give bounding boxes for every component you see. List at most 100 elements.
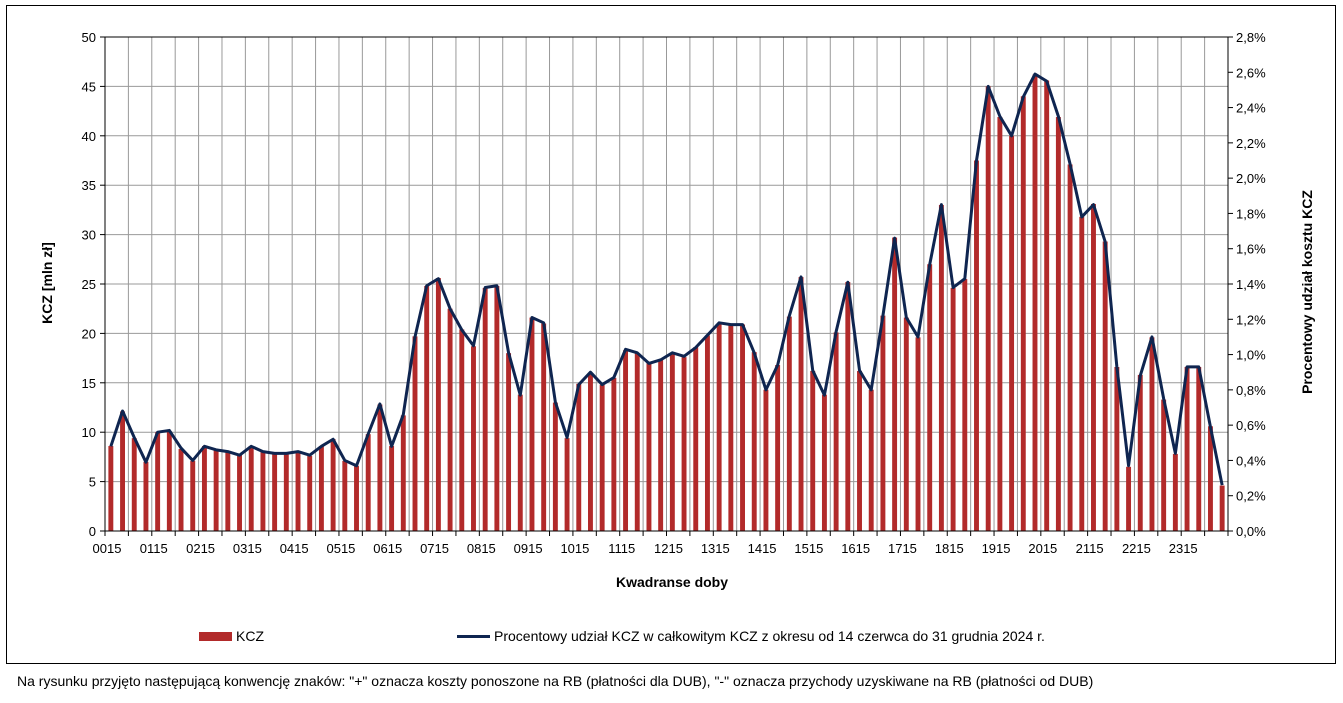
y-left-tick-label: 0 xyxy=(89,524,96,539)
x-tick-label: 2315 xyxy=(1169,541,1198,556)
bar-kcz xyxy=(108,446,114,531)
y-left-tick-label: 5 xyxy=(89,475,96,490)
x-tick-label: 1115 xyxy=(608,541,635,556)
bar-kcz xyxy=(1126,466,1132,531)
y-right-tick-label: 0,0% xyxy=(1236,524,1266,539)
bar-kcz xyxy=(213,448,219,531)
y-left-tick-label: 15 xyxy=(82,376,96,391)
bar-kcz xyxy=(623,350,629,531)
x-tick-label: 2215 xyxy=(1122,541,1151,556)
y-right-tick-label: 2,4% xyxy=(1236,101,1266,116)
line-series-percentage xyxy=(109,72,1224,486)
y-right-tick-label: 1,4% xyxy=(1236,277,1266,292)
x-tick-label: 1915 xyxy=(982,541,1011,556)
bar-kcz xyxy=(868,389,874,531)
bar-kcz xyxy=(283,452,289,531)
legend-item-percentage: Procentowy udział KCZ w całkowitym KCZ z… xyxy=(457,628,1045,644)
bar-kcz xyxy=(377,404,383,531)
footnote: Na rysunku przyjęto następującą konwencj… xyxy=(17,673,1094,689)
bars-kcz xyxy=(108,74,1225,532)
bar-kcz xyxy=(588,372,593,531)
bar-kcz xyxy=(318,446,324,531)
y-left-tick-label: 35 xyxy=(82,178,96,193)
bar-kcz xyxy=(1137,374,1143,531)
bar-kcz xyxy=(389,446,395,531)
y-right-tick-label: 1,6% xyxy=(1236,242,1266,257)
bar-kcz xyxy=(786,316,792,531)
bar-kcz xyxy=(646,363,652,531)
bar-kcz xyxy=(1172,453,1178,531)
bar-kcz xyxy=(985,86,991,532)
bar-kcz xyxy=(1032,74,1038,531)
x-tick-label: 0215 xyxy=(186,541,215,556)
bar-kcz xyxy=(517,394,523,531)
bar-kcz xyxy=(962,279,968,531)
x-tick-label: 0015 xyxy=(93,541,122,556)
legend-line-swatch xyxy=(457,634,490,638)
x-tick-label: 1815 xyxy=(935,541,964,556)
bar-kcz xyxy=(915,337,921,531)
bar-kcz xyxy=(1207,426,1213,531)
bar-kcz xyxy=(974,160,979,531)
bar-kcz xyxy=(658,360,664,531)
bar-kcz xyxy=(845,282,851,531)
bar-kcz xyxy=(131,438,137,531)
bar-kcz xyxy=(1196,366,1202,531)
bar-kcz xyxy=(903,317,909,531)
bar-kcz xyxy=(447,308,453,531)
y-left-tick-label: 20 xyxy=(82,326,96,341)
y-right-tick-label: 0,8% xyxy=(1236,383,1266,398)
y-right-tick-label: 2,0% xyxy=(1236,171,1266,186)
bar-kcz xyxy=(1184,366,1190,531)
y-left-tick-label: 25 xyxy=(82,277,96,292)
bar-kcz xyxy=(330,439,336,531)
bar-kcz xyxy=(201,446,207,531)
y-right-tick-label: 0,6% xyxy=(1236,418,1266,433)
bar-kcz xyxy=(552,402,558,531)
bar-kcz xyxy=(751,352,757,531)
x-tick-label: 0515 xyxy=(326,541,355,556)
bar-kcz xyxy=(810,370,816,531)
y-axis-left-title: KCZ [mln zł] xyxy=(39,242,55,324)
bar-kcz xyxy=(1219,485,1225,531)
y-right-tick-label: 2,2% xyxy=(1236,136,1266,151)
bar-kcz xyxy=(1009,135,1015,532)
y-right-tick-label: 2,8% xyxy=(1236,30,1266,45)
y-right-tick-label: 0,2% xyxy=(1236,489,1266,504)
bar-kcz xyxy=(541,323,547,531)
bar-kcz xyxy=(833,332,839,531)
bar-kcz xyxy=(295,450,301,531)
x-tick-label: 0115 xyxy=(140,541,168,556)
bar-kcz xyxy=(471,346,476,531)
y-right-tick-label: 0,4% xyxy=(1236,453,1266,468)
x-tick-label: 0715 xyxy=(420,541,449,556)
y-left-tick-label: 40 xyxy=(82,129,96,144)
bar-kcz xyxy=(120,411,126,531)
legend: KCZ Procentowy udział KCZ w całkowitym K… xyxy=(0,628,1343,652)
y-right-tick-label: 2,6% xyxy=(1236,65,1266,80)
bar-kcz xyxy=(342,460,348,531)
bar-kcz xyxy=(599,384,605,531)
x-tick-label: 2015 xyxy=(1028,541,1057,556)
grid xyxy=(105,36,1228,531)
bar-kcz xyxy=(1091,203,1096,532)
legend-label-kcz: KCZ xyxy=(236,628,264,644)
x-tick-label: 1615 xyxy=(841,541,870,556)
bar-kcz xyxy=(354,465,359,531)
y-right-tick-label: 1,0% xyxy=(1236,348,1266,363)
bar-kcz xyxy=(1055,117,1061,531)
bar-kcz xyxy=(506,353,512,531)
bar-kcz xyxy=(272,453,278,531)
bar-kcz xyxy=(880,315,886,531)
bar-kcz xyxy=(728,325,734,531)
x-tick-label: 0615 xyxy=(373,541,402,556)
bar-kcz xyxy=(892,237,898,531)
x-tick-label: 1315 xyxy=(701,541,730,556)
x-tick-label: 1015 xyxy=(560,541,589,556)
x-tick-label: 0915 xyxy=(514,541,543,556)
x-tick-label: 2115 xyxy=(1076,541,1104,556)
bar-kcz xyxy=(704,335,710,531)
bar-kcz xyxy=(248,446,254,531)
y-left-tick-label: 45 xyxy=(82,79,96,94)
